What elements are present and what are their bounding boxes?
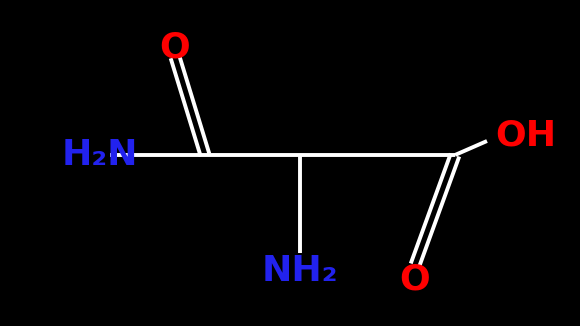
Text: OH: OH <box>495 119 556 153</box>
Text: O: O <box>160 30 190 64</box>
Text: H₂N: H₂N <box>62 138 139 172</box>
Text: NH₂: NH₂ <box>262 254 338 288</box>
Text: O: O <box>400 262 430 296</box>
